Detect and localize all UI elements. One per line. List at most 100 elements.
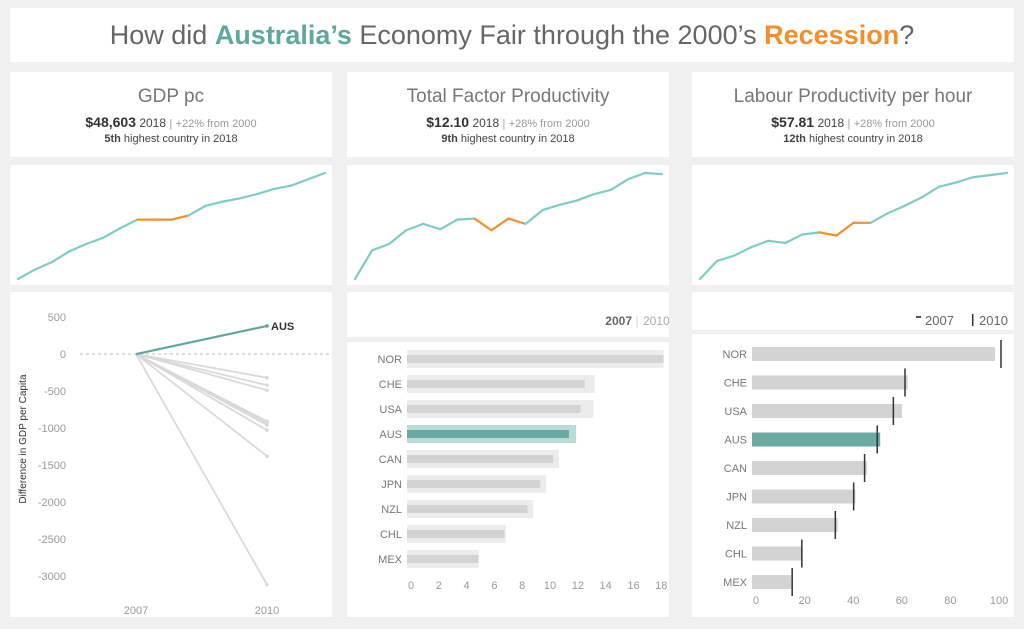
y-tick-label: -2000 <box>38 497 66 509</box>
bar-2007 <box>752 461 867 475</box>
kpi-value: $48,603 <box>85 114 136 130</box>
sparkline-segment <box>715 254 736 263</box>
sparkline-segment <box>221 197 241 203</box>
kpi-title: Labour Productivity per hour <box>733 86 973 107</box>
sparkline-segment <box>119 218 139 230</box>
lp-bar-panel: 2007 2010 NOR CHE USA AUS CAN JPN NZL CHL MEX 0 20 40… <box>692 292 1014 617</box>
tick-2010 <box>852 482 855 511</box>
tick-2010 <box>892 397 895 425</box>
sparkline-segment <box>592 188 612 196</box>
kpi-rank-line: 9th highest country in 2018 <box>347 133 669 145</box>
y-axis-label: Difference in GDP per Capita <box>18 374 29 504</box>
sparkline-segment <box>33 260 54 271</box>
category-label: CAN <box>379 454 402 466</box>
bar-2007 <box>407 380 585 388</box>
kpi-sep: | <box>847 118 851 130</box>
tfp-bar-chart: 2007 | 2010 NOR CHE USA AUS CAN JPN NZL CHL MEX 0 2 4 6… <box>347 314 669 592</box>
slope-point <box>265 324 269 328</box>
kpi-sep: | <box>502 118 506 130</box>
y-tick-label: -1000 <box>38 423 66 435</box>
sparkline-segment <box>733 246 753 257</box>
sparkline-segment <box>255 187 275 196</box>
kpi-rank-line: 12th highest country in 2018 <box>692 133 1014 145</box>
bar-2007 <box>407 480 541 488</box>
category-label: NOR <box>723 349 748 361</box>
kpi-value-line: $57.81 2018 | +28% from 2000 <box>692 114 1014 130</box>
bar-2007 <box>752 404 903 418</box>
kpi-rank-line: 5th highest country in 2018 <box>10 133 332 145</box>
category-label: JPN <box>381 479 402 491</box>
sparkline-segment <box>575 193 595 202</box>
category-label: USA <box>724 406 747 418</box>
sparkline-segment <box>558 199 578 206</box>
gdp-sparkline-panel <box>10 165 332 285</box>
series-label: AUS <box>271 321 294 333</box>
sparkline-segment <box>767 239 787 245</box>
kpi-change: +28% from 2000 <box>853 118 935 130</box>
sparkline-segment <box>51 250 71 264</box>
slope-chart-panel: 500 0 -500 -1000 -1500 -2000 -2500 -3000 Differe… <box>10 292 332 617</box>
tick-2010 <box>791 568 793 596</box>
x-tick-label: 14 <box>600 580 612 592</box>
title-text: How did <box>109 20 215 50</box>
divider <box>347 337 669 342</box>
category-label: CHE <box>724 378 747 390</box>
kpi-year: 2018 <box>817 116 845 130</box>
slope-point <box>265 419 269 424</box>
sparkline-segment <box>920 185 940 199</box>
y-tick-label: 0 <box>60 349 66 361</box>
slope-point <box>265 582 269 587</box>
recession-segment <box>818 231 838 237</box>
divider <box>692 330 1014 334</box>
x-tick-label: 4 <box>464 580 470 592</box>
sparkline-segment <box>869 212 889 224</box>
sparkline-segment <box>903 196 923 207</box>
x-tick-label: 0 <box>408 580 414 592</box>
bar-2007 <box>752 432 881 447</box>
x-tick-label: 10 <box>544 580 556 592</box>
sparkline-segment <box>68 242 88 253</box>
bar-2007 <box>407 505 528 513</box>
lp-bar-chart: 2007 2010 NOR CHE USA AUS CAN JPN NZL CHL MEX 0 20 40… <box>692 313 1014 607</box>
kpi-rank: 9th <box>441 133 458 145</box>
kpi-rank-text: highest country in 2018 <box>123 133 238 145</box>
sparkline-segment <box>456 217 476 221</box>
tick-2010 <box>863 454 866 482</box>
kpi-card: Labour Productivity per hour $57.81 2018… <box>692 72 1014 157</box>
sparkline-segment <box>937 181 957 188</box>
sparkline-segment <box>289 178 310 187</box>
slope-point <box>265 454 269 458</box>
y-tick-label: 500 <box>48 312 66 324</box>
sparkline-segment <box>353 249 374 281</box>
legend-sep: | <box>635 314 638 328</box>
legend-2010-marker <box>972 314 974 326</box>
legend-2010: 2010 <box>643 314 669 328</box>
legend-2010: 2010 <box>979 313 1008 328</box>
country-slope-line <box>135 353 268 386</box>
sparkline-segment <box>306 171 327 181</box>
sparkline-segment <box>388 229 408 246</box>
kpi-value: $12.10 <box>426 114 470 130</box>
kpi-card: Total Factor Productivity $12.10 2018 | … <box>347 72 669 157</box>
tick-2010 <box>876 425 878 454</box>
category-label: CAN <box>724 463 747 475</box>
kpi-title: Total Factor Productivity <box>406 86 610 107</box>
legend-2007: 2007 <box>925 313 954 328</box>
x-tick-label: 12 <box>572 580 584 592</box>
category-label: JPN <box>726 492 747 504</box>
x-tick-label: 16 <box>627 580 639 592</box>
recession-segment <box>507 217 527 225</box>
bar-2007 <box>407 355 664 363</box>
slope-point <box>265 375 269 380</box>
country-slope-line <box>135 353 268 457</box>
bar-2007 <box>752 489 856 504</box>
title-recession: Recession <box>764 20 900 50</box>
sparkline-segment <box>971 174 992 179</box>
tfp-sparkline <box>353 171 664 281</box>
tick-2010 <box>904 368 906 397</box>
category-label: CHL <box>725 549 747 561</box>
sparkline-segment <box>626 171 647 181</box>
x-tick-label: 40 <box>847 595 859 607</box>
tfp-bar-panel: 2007 | 2010 NOR CHE USA AUS CAN JPN NZL CHL MEX 0 2 4 6… <box>347 292 669 617</box>
sparkline-segment <box>541 203 561 212</box>
